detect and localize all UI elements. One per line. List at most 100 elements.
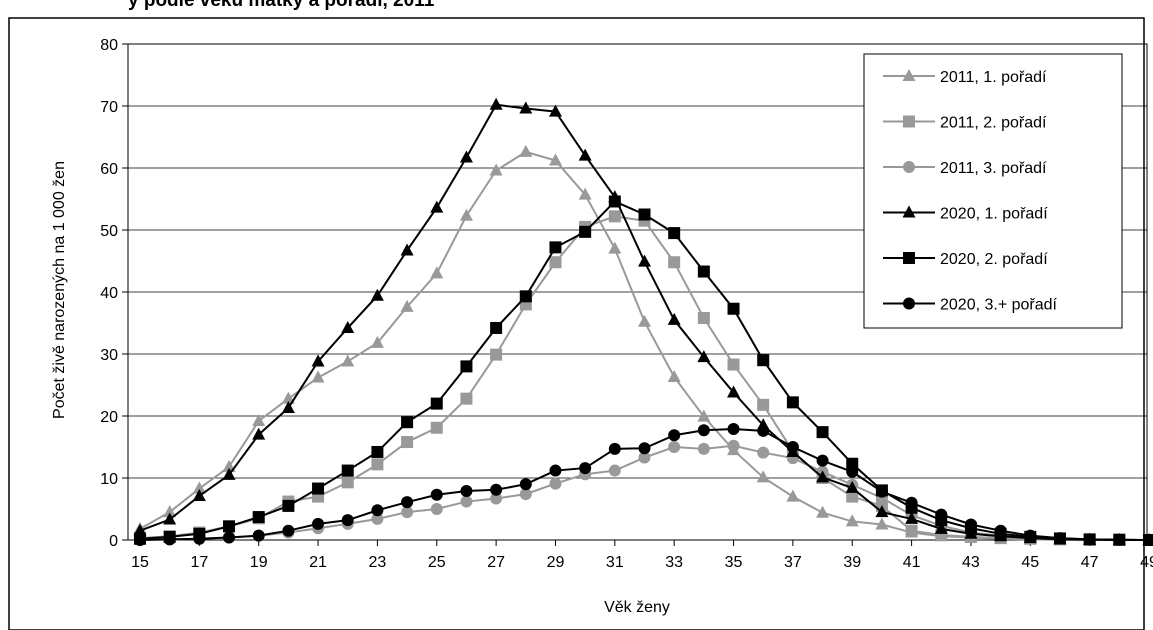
- data-point: [312, 482, 325, 495]
- legend-label: 2011, 2. pořadí: [940, 115, 1047, 132]
- data-point: [222, 467, 236, 480]
- data-point: [1113, 533, 1126, 546]
- data-point: [519, 101, 533, 114]
- x-axis-title: Věk ženy: [604, 599, 670, 616]
- x-tick-label: 37: [784, 554, 802, 571]
- legend-item: 2020, 3.+ pořadí: [883, 297, 1058, 314]
- x-tick-label: 33: [665, 554, 683, 571]
- data-point: [519, 290, 532, 303]
- data-point: [489, 97, 503, 110]
- x-tick-label: 41: [903, 554, 921, 571]
- data-point: [549, 241, 562, 254]
- x-tick-label: 21: [309, 554, 327, 571]
- data-point: [282, 524, 295, 537]
- data-point: [341, 464, 354, 477]
- data-point: [697, 424, 710, 437]
- data-point: [549, 477, 562, 490]
- data-point: [668, 441, 681, 453]
- data-point: [430, 503, 443, 515]
- data-point: [578, 148, 592, 161]
- data-point: [608, 210, 621, 223]
- y-tick-label: 20: [100, 409, 118, 426]
- legend-marker: [903, 252, 915, 264]
- data-point: [846, 465, 859, 478]
- data-point: [667, 312, 681, 325]
- data-point: [845, 514, 859, 527]
- data-point: [400, 243, 414, 256]
- x-tick-label: 35: [725, 554, 743, 571]
- x-tick-label: 29: [547, 554, 565, 571]
- data-point: [281, 400, 295, 413]
- data-point: [430, 266, 444, 279]
- data-point: [548, 104, 562, 117]
- data-point: [697, 442, 710, 455]
- data-point: [282, 499, 295, 512]
- y-tick-label: 30: [100, 347, 118, 364]
- data-point: [1024, 529, 1037, 542]
- data-point: [786, 441, 799, 453]
- data-point: [311, 354, 325, 367]
- data-point: [668, 256, 681, 269]
- data-point: [223, 520, 236, 533]
- data-point: [578, 187, 592, 200]
- data-point: [845, 480, 859, 493]
- data-point: [727, 423, 740, 436]
- data-point: [341, 514, 354, 527]
- data-point: [519, 144, 533, 157]
- legend-marker: [902, 69, 916, 81]
- legend-item: 2020, 2. pořadí: [883, 251, 1048, 268]
- series-group: [133, 97, 1153, 546]
- data-point: [697, 312, 710, 325]
- x-tick-label: 17: [190, 554, 208, 571]
- data-point: [490, 348, 503, 361]
- x-tick-label: 49: [1140, 554, 1153, 571]
- data-point: [816, 505, 830, 518]
- data-point: [964, 518, 977, 531]
- data-point: [608, 241, 622, 254]
- data-point: [638, 451, 651, 464]
- data-point: [756, 470, 770, 483]
- data-point: [519, 478, 532, 491]
- legend-box: [863, 53, 1123, 329]
- data-point: [668, 227, 681, 240]
- legend-marker: [902, 205, 916, 218]
- y-tick-label: 50: [100, 223, 118, 240]
- data-point: [193, 532, 206, 545]
- data-point: [489, 163, 503, 176]
- data-point: [460, 485, 473, 498]
- data-point: [490, 483, 503, 496]
- data-point: [875, 485, 888, 498]
- data-point: [490, 492, 503, 505]
- data-point: [608, 464, 621, 477]
- data-point: [252, 529, 265, 542]
- data-point: [163, 512, 177, 525]
- data-point: [608, 442, 621, 455]
- data-point: [134, 534, 146, 546]
- x-tick-label: 19: [250, 554, 268, 571]
- x-tick-label: 47: [1081, 554, 1099, 571]
- data-point: [370, 288, 384, 301]
- data-point: [370, 335, 384, 348]
- data-point: [1143, 534, 1153, 546]
- data-point: [163, 505, 177, 518]
- data-point: [579, 225, 592, 238]
- data-point: [163, 533, 176, 546]
- x-tick-label: 15: [131, 554, 149, 571]
- data-point: [608, 195, 621, 208]
- data-point: [905, 496, 918, 509]
- data-point: [192, 481, 206, 494]
- data-point: [638, 208, 651, 221]
- data-point: [460, 392, 473, 405]
- data-point: [697, 409, 711, 422]
- y-tick-label: 10: [100, 471, 118, 488]
- legend-label: 2020, 3.+ pořadí: [940, 297, 1058, 314]
- data-point: [401, 506, 414, 519]
- data-point: [816, 470, 830, 483]
- data-point: [341, 476, 354, 489]
- legend-item: 2011, 3. pořadí: [883, 160, 1047, 177]
- legend-item: 2011, 2. pořadí: [883, 115, 1047, 132]
- data-point: [667, 369, 681, 382]
- data-point: [727, 358, 740, 371]
- legend-marker: [903, 115, 915, 128]
